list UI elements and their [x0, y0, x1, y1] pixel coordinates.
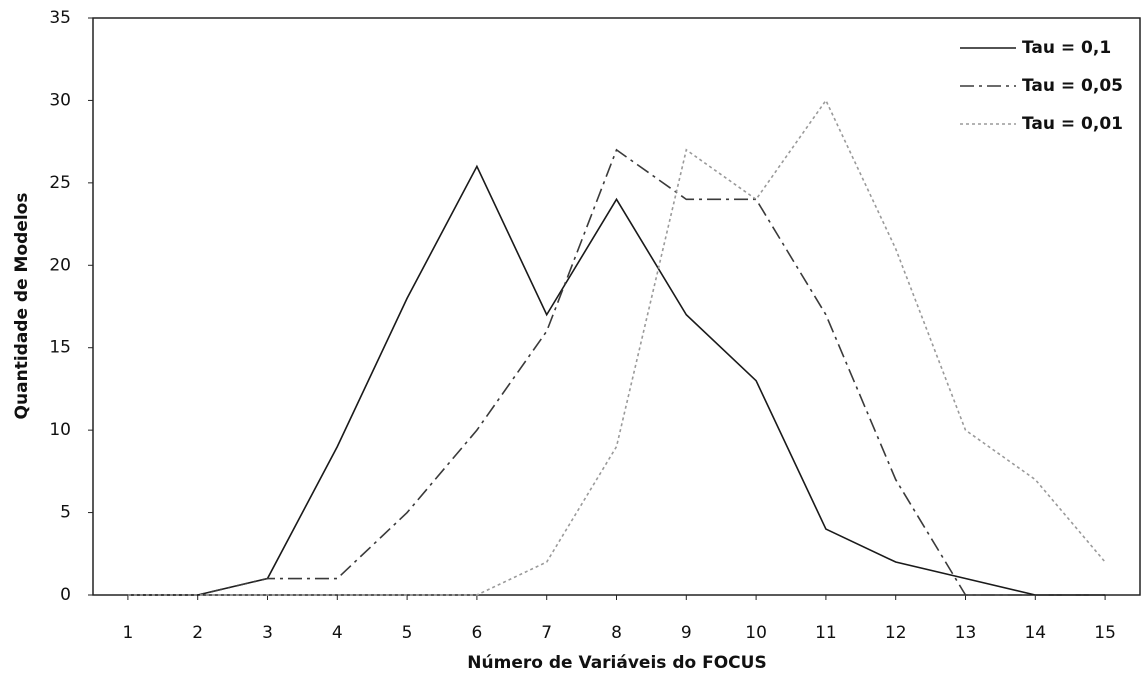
- x-tick-label: 14: [1024, 623, 1046, 643]
- x-tick-label: 4: [332, 623, 343, 643]
- x-tick-label: 2: [192, 623, 203, 643]
- x-tick-label: 8: [611, 623, 622, 643]
- x-tick-label: 15: [1094, 623, 1116, 643]
- series-line: [127, 164, 1106, 596]
- series-line: [127, 98, 1106, 596]
- x-tick-label: 11: [815, 623, 837, 643]
- x-axis-label: Número de Variáveis do FOCUS: [467, 653, 766, 673]
- y-tick-label: 25: [49, 173, 71, 193]
- plot-frame: [92, 17, 1141, 596]
- x-tick-label: 9: [681, 623, 692, 643]
- y-axis-label: Quantidade de Modelos: [12, 193, 32, 420]
- x-tick-label: 6: [471, 623, 482, 643]
- x-tick-label: 12: [885, 623, 907, 643]
- series-line: [127, 148, 1106, 596]
- x-tick-label: 7: [541, 623, 552, 643]
- legend-label: Tau = 0,05: [1022, 76, 1123, 96]
- y-tick-label: 10: [49, 420, 71, 440]
- y-tick-label: 15: [49, 338, 71, 358]
- x-tick-label: 10: [745, 623, 767, 643]
- x-tick-label: 3: [262, 623, 273, 643]
- y-tick-label: 0: [60, 585, 71, 605]
- x-tick-label: 13: [955, 623, 977, 643]
- y-tick-label: 20: [49, 255, 71, 275]
- legend-label: Tau = 0,01: [1022, 114, 1123, 134]
- x-tick-label: 1: [122, 623, 133, 643]
- y-tick-label: 35: [49, 8, 71, 28]
- legend-label: Tau = 0,1: [1022, 38, 1111, 58]
- x-tick-label: 5: [402, 623, 413, 643]
- y-tick-label: 30: [49, 90, 71, 110]
- y-tick-label: 5: [60, 503, 71, 523]
